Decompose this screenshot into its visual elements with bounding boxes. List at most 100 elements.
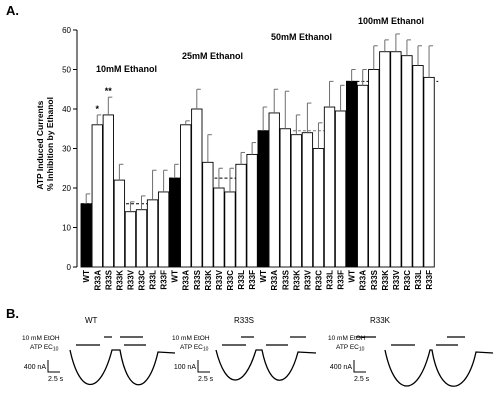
atp-label: ATP EC10 xyxy=(30,344,59,353)
atp-label-main: ATP EC xyxy=(180,344,203,351)
atp-label-subscript: 10 xyxy=(359,347,365,353)
group-labels: 10mM Ethanol 25mM Ethanol 50mM Ethanol 100m… xyxy=(96,16,424,74)
trace-title: R33S xyxy=(234,316,254,325)
scale-bar xyxy=(47,360,60,373)
group-label: 50mM Ethanol xyxy=(271,32,332,42)
category-label: WT xyxy=(82,270,91,283)
category-label: R33F xyxy=(248,270,257,290)
bar-r33s xyxy=(368,69,380,268)
y-tick-label: 60 xyxy=(62,26,71,35)
category-label: R33L xyxy=(149,270,158,290)
atp-label-main: ATP EC xyxy=(336,344,359,351)
time-scale-label: 2.5 s xyxy=(48,376,64,383)
y-axis-label: ATP Induced Currents % Inhibition by Eth… xyxy=(35,97,55,191)
bars xyxy=(80,51,435,268)
category-label: R33S xyxy=(193,269,202,290)
category-label: R33L xyxy=(414,270,423,290)
y-tick-label: 30 xyxy=(62,145,71,154)
bar-wt xyxy=(257,130,269,268)
error-bars xyxy=(85,33,434,212)
category-label: WT xyxy=(171,270,180,283)
bar-r33a xyxy=(91,124,103,268)
trace-panel-r33s: R33S 10 mM EtOH ATP EC10 100 nA2.5 s xyxy=(172,316,317,383)
category-label: R33A xyxy=(359,270,368,291)
etoh-label: 10 mM EtOH xyxy=(172,335,210,342)
category-label: R33F xyxy=(337,270,346,290)
category-label: R33V xyxy=(215,269,224,290)
bar-r33f xyxy=(423,76,435,268)
category-label: R33V xyxy=(303,269,312,290)
trace-panel-r33k: R33K 10 mM EtOH ATP EC10 400 nA2.5 s xyxy=(328,316,494,387)
category-labels: WT R33A R33S R33K R33V R33C R33L R33F WT R33A R33S… xyxy=(82,269,434,290)
bar-r33a xyxy=(357,84,369,268)
y-axis: 0 10 20 30 40 50 60 xyxy=(62,26,78,272)
bar-r33c xyxy=(401,55,413,268)
bar-r33v xyxy=(390,51,402,268)
bar-r33f xyxy=(157,191,170,268)
bar-r33c xyxy=(224,191,236,268)
bar-r33f xyxy=(334,110,347,268)
atp-label-subscript: 10 xyxy=(203,347,209,353)
current-trace xyxy=(69,349,176,386)
category-label: R33V xyxy=(392,269,401,290)
current-trace xyxy=(215,349,317,381)
bar-wt xyxy=(345,80,358,268)
etoh-label: 10 mM EtOH xyxy=(22,335,60,342)
panel-a-label: A. xyxy=(6,3,19,18)
atp-label: ATP EC10 xyxy=(336,344,365,353)
scale-bar xyxy=(197,360,210,373)
bar-wt xyxy=(80,203,92,268)
trace-title: R33K xyxy=(370,316,391,325)
bar-r33l xyxy=(235,163,247,268)
bar-r33s xyxy=(191,108,203,268)
bar-r33s xyxy=(279,128,291,268)
bar-r33l xyxy=(323,106,336,268)
bar-r33l xyxy=(146,199,159,268)
category-label: R33C xyxy=(314,270,323,291)
bar-r33v xyxy=(213,187,225,268)
bar-wt xyxy=(169,177,181,268)
bar-r33a xyxy=(268,112,280,268)
category-label: R33L xyxy=(326,270,335,290)
category-label: R33A xyxy=(182,270,191,291)
bar-r33v xyxy=(124,211,137,268)
current-trace xyxy=(384,349,494,387)
bar-r33s xyxy=(102,114,114,268)
category-label: R33A xyxy=(270,270,279,291)
category-label: R33C xyxy=(226,270,235,291)
amplitude-scale-label: 400 nA xyxy=(24,364,47,371)
etoh-label: 10 mM EtOH xyxy=(328,335,366,342)
bar-r33l xyxy=(412,65,424,268)
scale-bar xyxy=(353,360,366,373)
bar-r33c xyxy=(312,148,325,268)
category-label: R33F xyxy=(425,270,434,290)
y-tick-label: 0 xyxy=(67,263,72,272)
bar-r33v xyxy=(301,132,314,268)
y-tick-label: 50 xyxy=(62,66,71,75)
category-label: WT xyxy=(348,270,357,283)
time-scale-label: 2.5 s xyxy=(354,376,370,383)
category-label: R33S xyxy=(370,269,379,290)
bar-r33a xyxy=(180,124,192,268)
category-label: R33S xyxy=(281,269,290,290)
bar-r33c xyxy=(135,209,148,268)
category-label: R33C xyxy=(403,270,412,291)
significance-marks: *** xyxy=(96,86,113,114)
atp-label-main: ATP EC xyxy=(30,344,53,351)
bar-r33k xyxy=(113,179,126,268)
category-label: R33K xyxy=(292,270,301,291)
amplitude-scale-label: 400 nA xyxy=(330,364,353,371)
category-label: R33K xyxy=(204,270,213,291)
bar-r33k xyxy=(290,134,302,268)
bar-r33k xyxy=(202,161,214,268)
category-label: R33K xyxy=(381,270,390,291)
y-axis-label-line-1: ATP Induced Currents xyxy=(35,100,45,189)
bar-r33f xyxy=(246,153,258,268)
category-label: R33S xyxy=(104,269,113,290)
atp-label: ATP EC10 xyxy=(180,344,209,353)
trace-panel-wt: WT 10 mM EtOH ATP EC10 400 nA2.5 s xyxy=(22,316,176,386)
category-label: R33C xyxy=(138,270,147,291)
amplitude-scale-label: 100 nA xyxy=(174,364,197,371)
